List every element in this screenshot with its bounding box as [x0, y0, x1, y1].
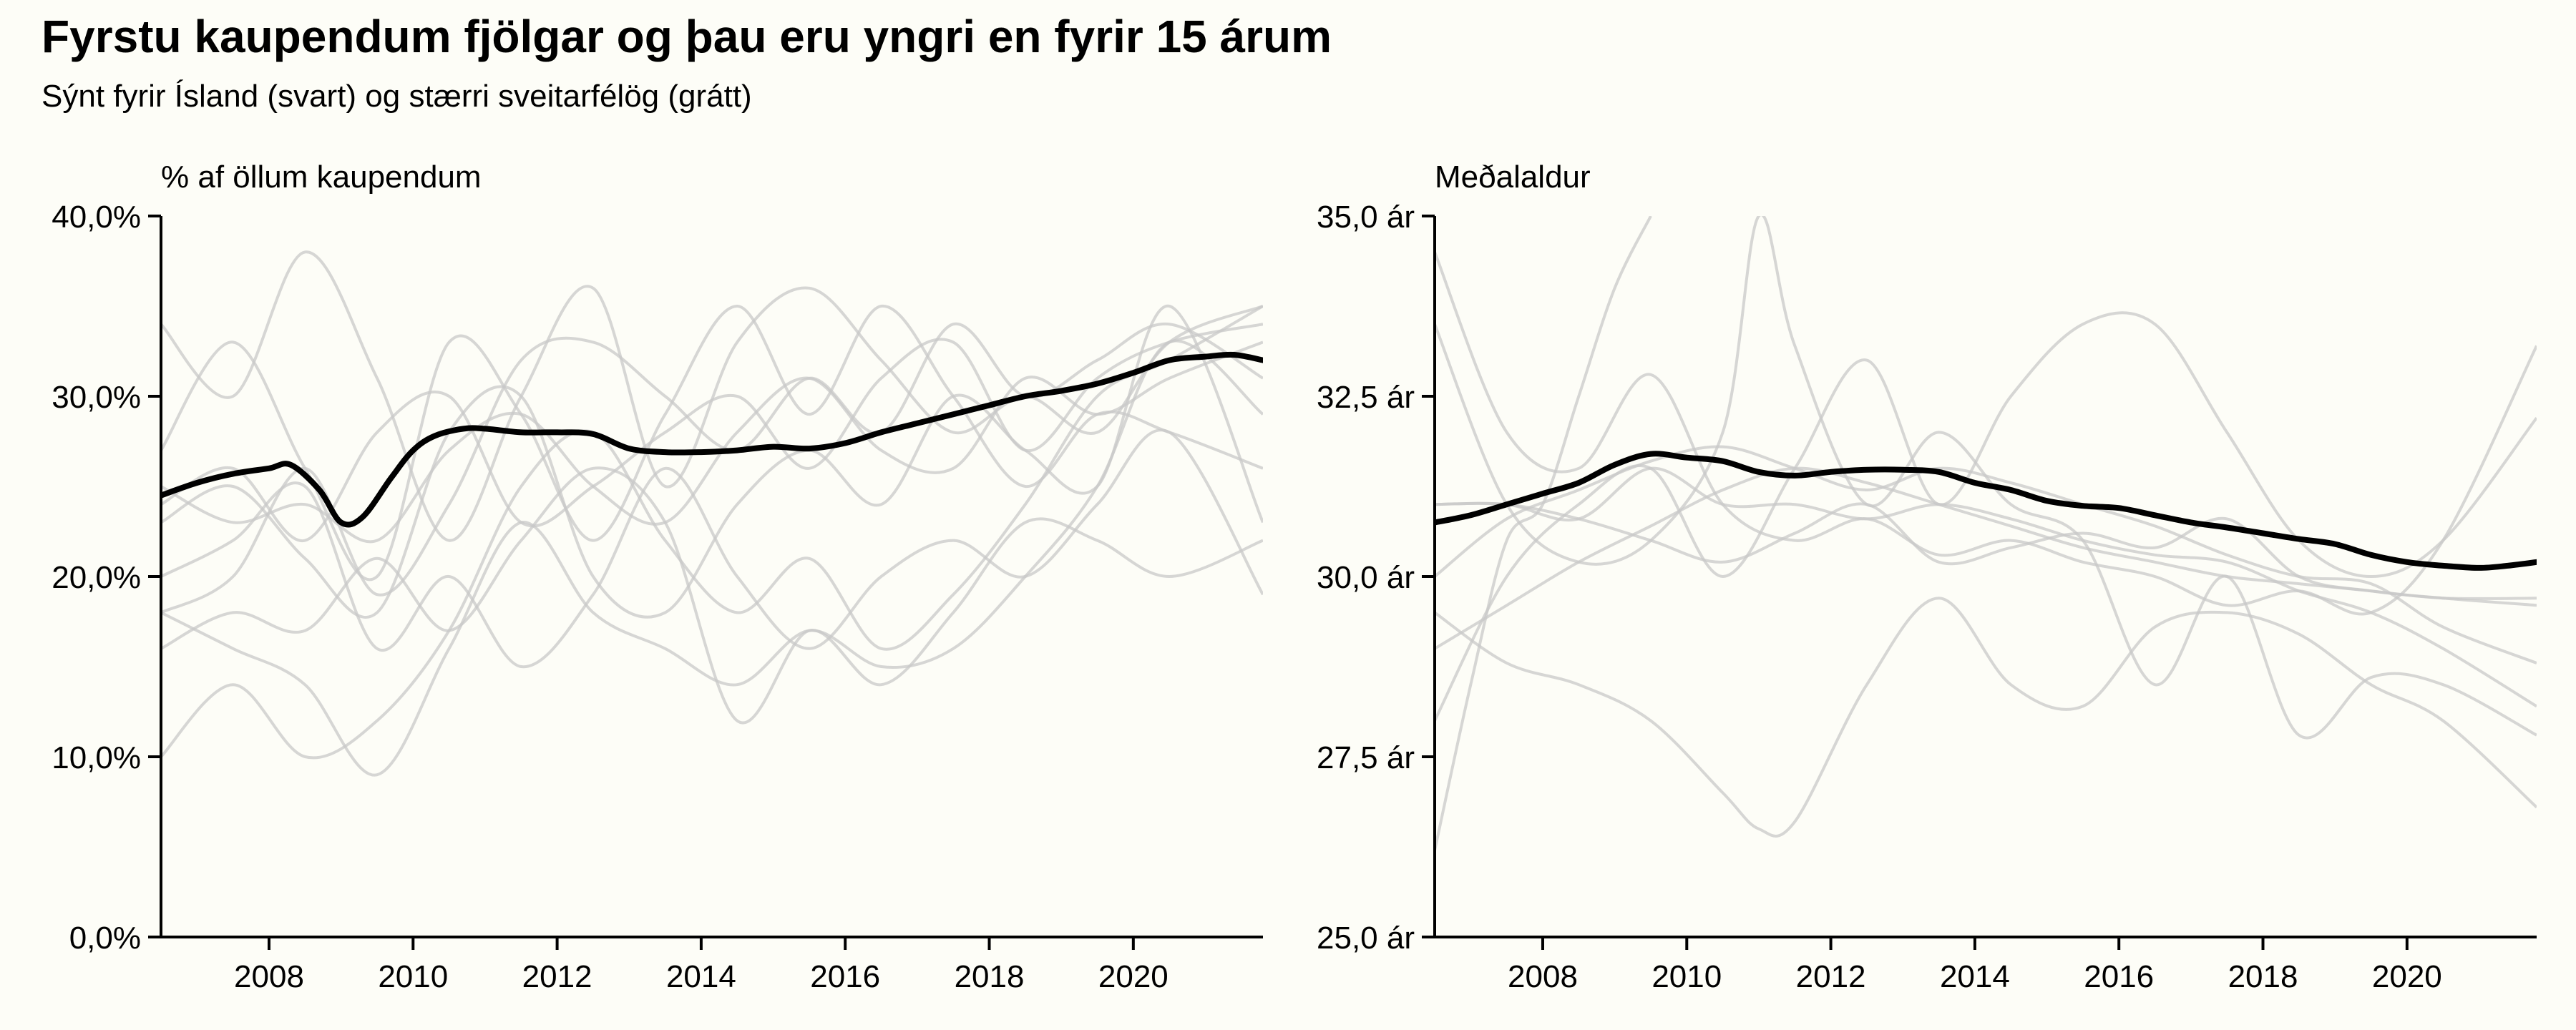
- x-tick-label: 2016: [810, 959, 880, 994]
- context-series-line-9: [1435, 466, 2537, 708]
- context-series-line-8: [161, 339, 1263, 777]
- y-tick-label: 0,0%: [69, 921, 141, 956]
- context-series-line-8: [1435, 445, 2537, 664]
- x-tick-label: 2014: [666, 959, 736, 994]
- context-series-line-6: [161, 428, 1263, 669]
- y-tick-label: 30,0%: [52, 380, 141, 415]
- y-tick-label: 35,0 ár: [1317, 200, 1415, 235]
- x-tick-label: 2018: [955, 959, 1025, 994]
- context-series-line-1: [161, 250, 1263, 542]
- context-series-line-4: [1435, 597, 2537, 838]
- context-series-group: [161, 250, 1263, 777]
- chart-title: Fyrstu kaupendum fjölgar og þau eru yngr…: [42, 11, 1332, 62]
- highlight-series-line: [161, 351, 1263, 528]
- context-series-line-5: [1435, 216, 2537, 740]
- context-series-line-7: [161, 466, 1263, 725]
- x-tick-label: 2016: [2084, 959, 2154, 994]
- x-tick-label: 2010: [378, 959, 448, 994]
- x-tick-label: 2014: [1940, 959, 2010, 994]
- x-tick-label: 2012: [522, 959, 592, 994]
- context-series-line-5: [161, 304, 1263, 619]
- y-tick-label: 10,0%: [52, 740, 141, 775]
- y-tick-label: 32,5 ár: [1317, 380, 1415, 415]
- context-series-line-3: [1435, 311, 2537, 722]
- y-tick-label: 40,0%: [52, 200, 141, 235]
- x-tick-label: 2010: [1652, 959, 1722, 994]
- y-axis-label: Meðalaldur: [1435, 160, 1591, 195]
- x-tick-label: 2008: [234, 959, 304, 994]
- context-series-line-10: [161, 323, 1263, 542]
- y-tick-label: 27,5 ár: [1317, 740, 1415, 775]
- context-series-line-4: [161, 304, 1263, 582]
- context-series-line-7: [1435, 466, 2537, 650]
- chart-subtitle: Sýnt fyrir Ísland (svart) og stærri svei…: [42, 79, 752, 114]
- x-tick-label: 2018: [2228, 959, 2298, 994]
- x-tick-label: 2012: [1796, 959, 1866, 994]
- x-tick-label: 2020: [1098, 959, 1169, 994]
- y-axis-label: % af öllum kaupendum: [161, 160, 482, 195]
- context-series-group: [1435, 216, 2537, 851]
- highlight-series-line: [1435, 451, 2537, 571]
- y-tick-label: 20,0%: [52, 560, 141, 595]
- panel-2: 25,0 ár 27,5 ár 30,0 ár 32,5 ár 35,0 ár 2008 2…: [1317, 160, 2537, 994]
- y-tick-label: 25,0 ár: [1317, 921, 1415, 956]
- y-tick-label: 30,0 ár: [1317, 560, 1415, 595]
- context-series-line-2: [1435, 251, 2537, 616]
- panel-1: 0,0% 10,0% 20,0% 30,0% 40,0% 2008 2010 2012 2014…: [52, 160, 1263, 994]
- context-series-line-9: [161, 340, 1263, 544]
- x-tick-label: 2020: [2372, 959, 2442, 994]
- x-tick-label: 2008: [1508, 959, 1578, 994]
